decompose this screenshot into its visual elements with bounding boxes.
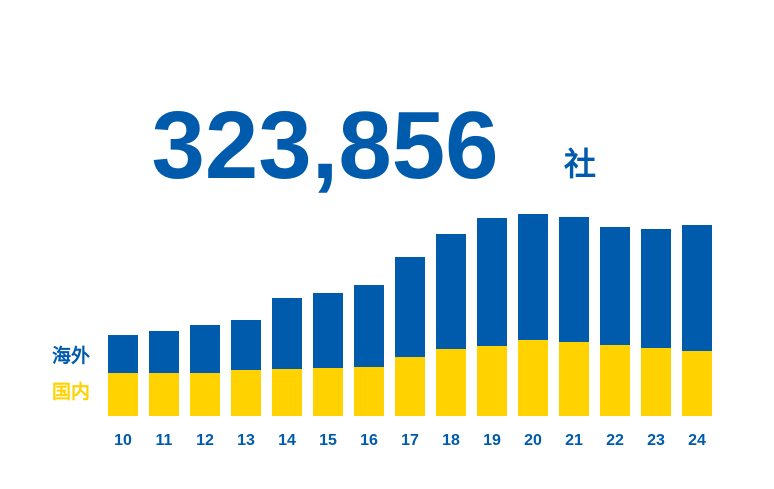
x-tick-label: 20 — [524, 432, 542, 449]
bar-segment — [559, 341, 589, 416]
total-unit: 社 — [564, 146, 596, 182]
bar-segment — [231, 369, 261, 416]
bar-segment — [108, 335, 138, 374]
x-tick-label: 10 — [114, 432, 132, 449]
bar-segment — [149, 331, 179, 374]
total-number: 323,856 — [151, 92, 498, 199]
bar-segment — [354, 366, 384, 416]
x-tick-label: 16 — [360, 432, 378, 449]
bar-segment — [436, 233, 466, 350]
x-tick-label: 12 — [196, 432, 214, 449]
bar-segment — [641, 347, 671, 416]
bar-segment — [559, 216, 589, 342]
x-tick-label: 15 — [319, 432, 337, 449]
bar-segment — [395, 357, 425, 416]
bar-segment — [190, 373, 220, 416]
bar-segment — [682, 224, 712, 352]
bar-segment — [149, 373, 179, 416]
bar-segment — [682, 351, 712, 416]
bar-segment — [190, 324, 220, 374]
x-tick-label: 18 — [442, 432, 460, 449]
x-tick-label: 14 — [278, 432, 296, 449]
bar-segment — [518, 339, 548, 416]
bar-segment — [313, 292, 343, 368]
x-tick-label: 17 — [401, 432, 419, 449]
bar-segment — [477, 345, 507, 416]
x-tick-label: 21 — [565, 432, 583, 449]
bar-segment — [231, 319, 261, 370]
x-tick-label: 11 — [156, 432, 173, 449]
bar-segment — [272, 368, 302, 416]
bar-segment — [641, 228, 671, 348]
bar-segment — [600, 226, 630, 345]
x-tick-label: 19 — [483, 432, 501, 449]
bar-segment — [477, 218, 507, 346]
x-tick-label: 13 — [237, 432, 255, 449]
bar-segment — [108, 373, 138, 416]
bar-segment — [436, 349, 466, 416]
bar-segment — [395, 256, 425, 358]
bar-segment — [518, 214, 548, 340]
legend-label: 海外 — [52, 344, 90, 367]
x-tick-label: 23 — [647, 432, 665, 449]
x-tick-label: 22 — [606, 432, 624, 449]
bar-segment — [272, 297, 302, 369]
bar-segment — [354, 285, 384, 367]
legend-label: 国内 — [52, 380, 90, 403]
bar-segment — [600, 344, 630, 416]
bar-segment — [313, 367, 343, 416]
x-tick-label: 24 — [688, 432, 706, 449]
